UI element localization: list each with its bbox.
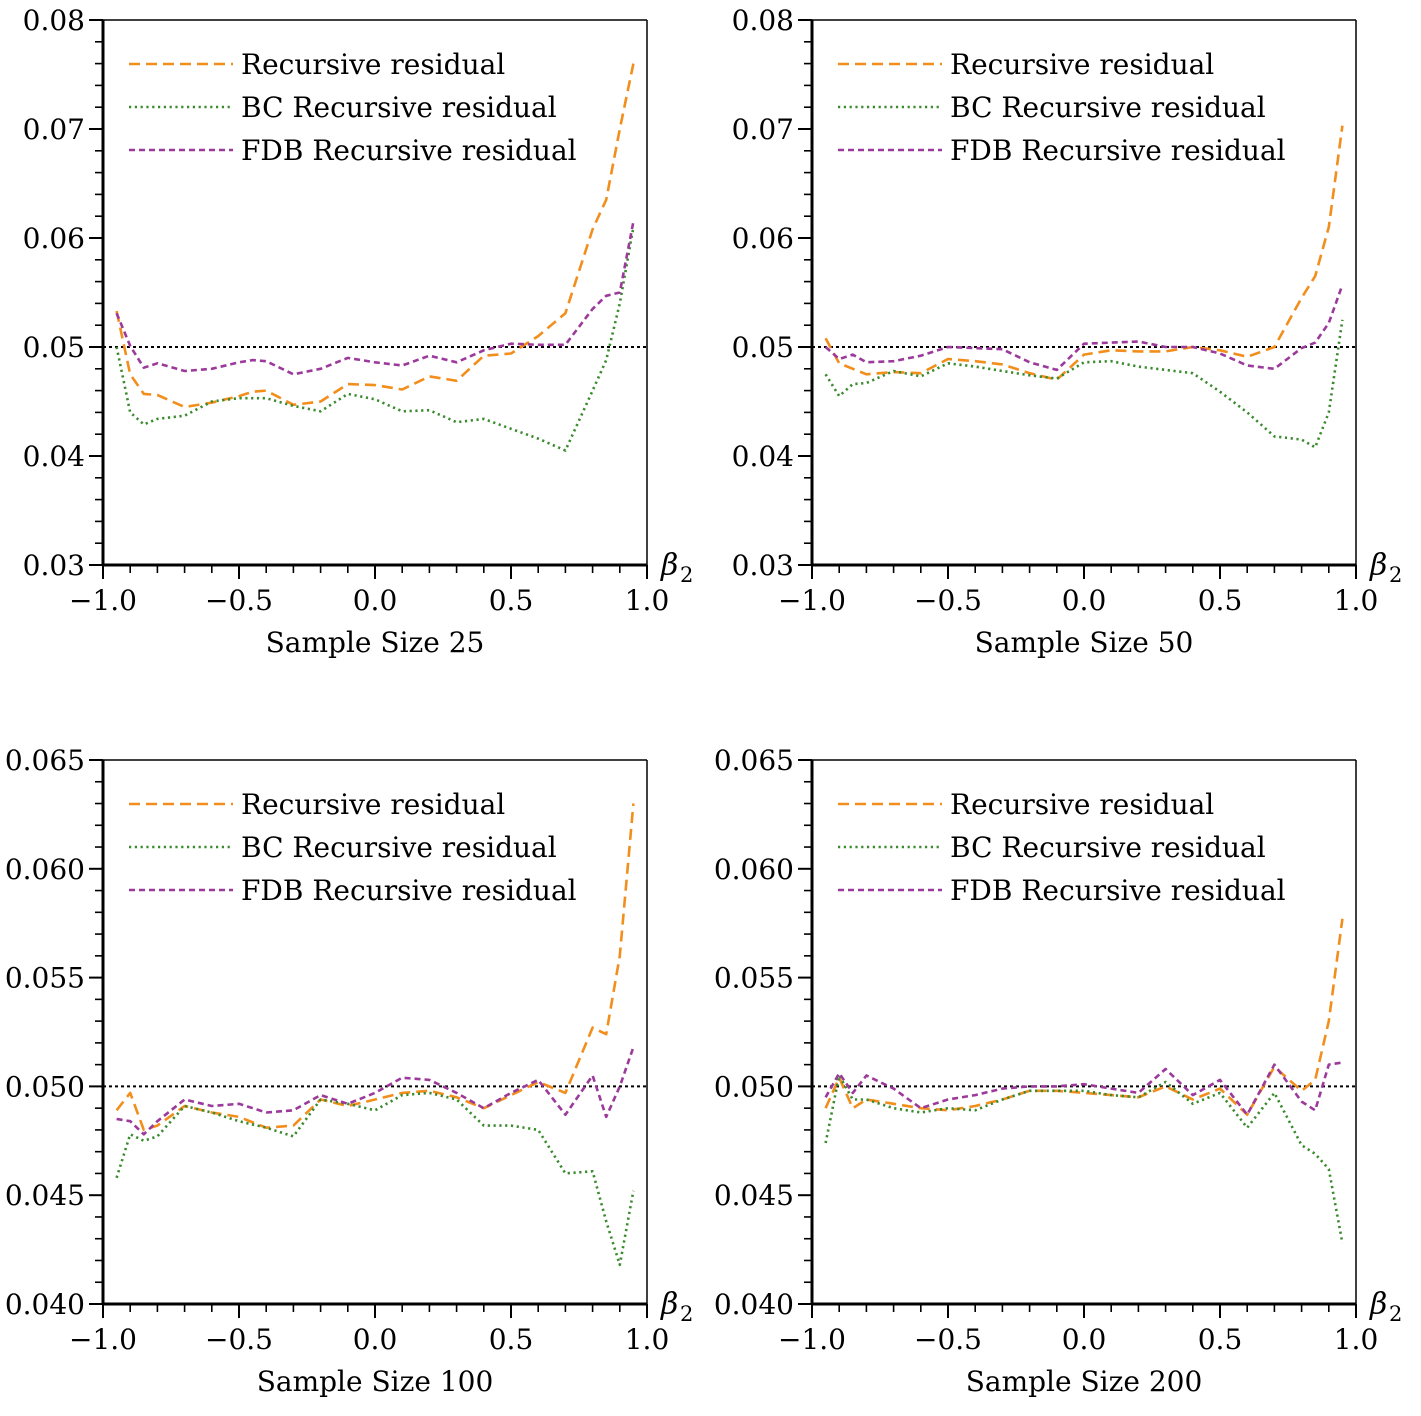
series-line-recursive-residual	[115, 63, 635, 409]
legend-label: BC Recursive residual	[241, 831, 557, 864]
x-tick-label: 1.0	[1334, 1323, 1379, 1356]
x-tick-label: 0.0	[353, 584, 398, 617]
series-line-recursive-residual	[824, 918, 1344, 1116]
x-tick-label: −1.0	[778, 584, 846, 617]
x-axis-subscript: 2	[1389, 1302, 1402, 1326]
series-line-bc-recursive-residual	[824, 319, 1344, 449]
x-tick-label: −1.0	[69, 584, 137, 617]
series-line-bc-recursive-residual	[824, 1074, 1344, 1244]
y-tick-label: 0.06	[23, 222, 85, 255]
x-axis-symbol: β	[1369, 1287, 1387, 1322]
x-tick-label: 0.0	[1062, 1323, 1107, 1356]
y-tick-label: 0.05	[23, 331, 85, 364]
legend-label: BC Recursive residual	[950, 831, 1266, 864]
series-line-recursive-residual	[824, 125, 1344, 382]
y-tick-label: 0.045	[714, 1179, 794, 1212]
y-tick-label: 0.060	[5, 853, 85, 886]
x-tick-label: −0.5	[914, 1323, 982, 1356]
legend-label: BC Recursive residual	[241, 91, 557, 124]
y-tick-label: 0.060	[714, 853, 794, 886]
y-tick-label: 0.050	[714, 1070, 794, 1103]
x-tick-label: −0.5	[205, 584, 273, 617]
y-tick-label: 0.05	[732, 331, 794, 364]
panel-caption: Sample Size 25	[266, 626, 485, 659]
x-tick-label: 0.0	[1062, 584, 1107, 617]
y-tick-label: 0.04	[732, 440, 794, 473]
x-tick-label: 1.0	[625, 1323, 670, 1356]
series-line-fdb-recursive-residual	[115, 221, 635, 376]
legend-label: FDB Recursive residual	[241, 134, 577, 167]
x-tick-label: 0.5	[489, 584, 534, 617]
x-tick-label: −1.0	[778, 1323, 846, 1356]
y-tick-label: 0.07	[732, 113, 794, 146]
series-line-fdb-recursive-residual	[824, 284, 1344, 372]
y-tick-label: 0.040	[5, 1288, 85, 1321]
y-tick-label: 0.040	[714, 1288, 794, 1321]
legend-label: FDB Recursive residual	[950, 874, 1286, 907]
x-tick-label: −1.0	[69, 1323, 137, 1356]
x-tick-label: 0.5	[1198, 584, 1243, 617]
y-tick-label: 0.055	[5, 962, 85, 995]
series-line-fdb-recursive-residual	[116, 1046, 635, 1136]
legend-label: FDB Recursive residual	[950, 134, 1286, 167]
y-tick-label: 0.03	[732, 549, 794, 582]
series-line-bc-recursive-residual	[115, 1091, 635, 1267]
y-tick-label: 0.06	[732, 222, 794, 255]
y-tick-label: 0.065	[714, 744, 794, 777]
y-tick-label: 0.045	[5, 1179, 85, 1212]
x-axis-symbol: β	[660, 548, 678, 583]
legend-label: BC Recursive residual	[950, 91, 1266, 124]
panel-caption: Sample Size 50	[975, 626, 1194, 659]
panel-sample-size-50: 0.03 0.04 0.05 0.06 0.07 0.08 −1.0 −0.5 0.0 0.5 1.…	[732, 4, 1403, 659]
legend-label: Recursive residual	[241, 48, 505, 81]
legend-label: Recursive residual	[950, 788, 1214, 821]
x-axis-subscript: 2	[680, 563, 693, 587]
panel-sample-size-25: 0.03 0.04 0.05 0.06 0.07 0.08 −1.0 −0.5 0.0 0.5 1.…	[23, 4, 694, 659]
panel-sample-size-100: 0.040 0.045 0.050 0.055 0.060 0.065 −1.0 −0.5 0.…	[5, 744, 694, 1398]
legend-label: Recursive residual	[241, 788, 505, 821]
panel-caption: Sample Size 100	[257, 1365, 494, 1398]
x-tick-label: 0.5	[489, 1323, 534, 1356]
x-axis-symbol: β	[1369, 548, 1387, 583]
y-tick-label: 0.065	[5, 744, 85, 777]
x-tick-label: 0.5	[1198, 1323, 1243, 1356]
legend-label: Recursive residual	[950, 48, 1214, 81]
x-tick-label: 0.0	[353, 1323, 398, 1356]
y-tick-label: 0.055	[714, 962, 794, 995]
legend-label: FDB Recursive residual	[241, 874, 577, 907]
panel-caption: Sample Size 200	[966, 1365, 1203, 1398]
x-axis-subscript: 2	[680, 1302, 693, 1326]
series-line-recursive-residual	[115, 803, 635, 1132]
x-tick-label: −0.5	[914, 584, 982, 617]
x-tick-label: 1.0	[625, 584, 670, 617]
panel-sample-size-200: 0.040 0.045 0.050 0.055 0.060 0.065 −1.0 −0.5 0.…	[714, 744, 1403, 1398]
x-tick-label: −0.5	[205, 1323, 273, 1356]
series-line-fdb-recursive-residual	[824, 1061, 1343, 1116]
y-tick-label: 0.07	[23, 113, 85, 146]
x-tick-label: 1.0	[1334, 584, 1379, 617]
x-axis-symbol: β	[660, 1287, 678, 1322]
y-tick-label: 0.08	[23, 4, 85, 37]
y-tick-label: 0.04	[23, 440, 85, 473]
x-axis-subscript: 2	[1389, 563, 1402, 587]
y-tick-label: 0.050	[5, 1070, 85, 1103]
y-tick-label: 0.03	[23, 549, 85, 582]
series-line-bc-recursive-residual	[115, 226, 635, 452]
y-tick-label: 0.08	[732, 4, 794, 37]
